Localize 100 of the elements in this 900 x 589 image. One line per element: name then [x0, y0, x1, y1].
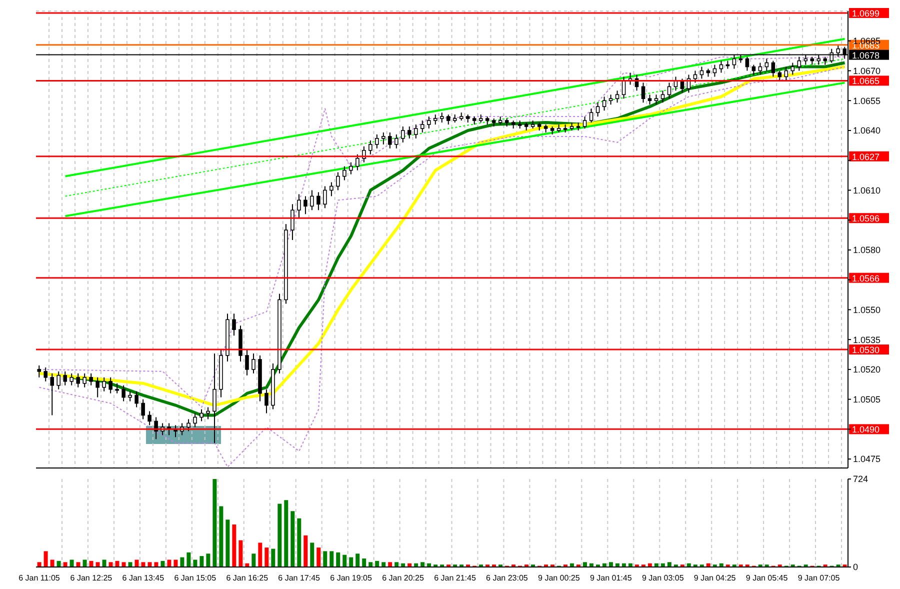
- ref-line-label: 1.0665: [852, 76, 880, 86]
- candlestick: [232, 313, 236, 336]
- candlestick: [693, 70, 698, 84]
- bar: [219, 506, 224, 567]
- bar: [278, 504, 282, 567]
- bar: [252, 554, 256, 567]
- candlestick: [186, 418, 190, 432]
- y-tick-label: 1.0535: [853, 334, 881, 345]
- candlestick: [394, 134, 398, 149]
- bar: [232, 524, 236, 567]
- candlestick: [764, 58, 769, 72]
- candlestick: [336, 172, 340, 191]
- candlestick: [76, 372, 80, 388]
- bar: [264, 548, 269, 567]
- candlestick: [193, 412, 197, 428]
- bar: [382, 562, 386, 567]
- bar: [375, 560, 380, 567]
- x-tick-label: 6 Jan 12:25: [70, 574, 113, 583]
- x-tick-label: 6 Jan 23:05: [486, 574, 528, 583]
- bar: [336, 552, 340, 567]
- bar: [128, 562, 132, 567]
- y-tick-label: 1.0520: [853, 364, 881, 375]
- line-series: [38, 66, 846, 468]
- x-tick-label: 9 Jan 07:05: [798, 574, 840, 583]
- bar: [238, 540, 243, 567]
- bar: [258, 542, 262, 567]
- candlestick: [790, 62, 795, 76]
- candlestick: [407, 126, 412, 139]
- candlestick: [440, 112, 444, 124]
- candlestick: [778, 70, 782, 82]
- bar: [37, 562, 42, 567]
- y-tick-label: 0: [853, 562, 858, 572]
- x-tick-label: 9 Jan 03:05: [642, 574, 684, 583]
- y-tick-label: 724: [853, 474, 868, 484]
- y-tick-label: 1.0655: [853, 96, 881, 106]
- candlestick: [37, 364, 42, 378]
- bar: [134, 560, 139, 567]
- candlestick: [641, 82, 646, 104]
- bar: [148, 562, 152, 567]
- candlestick: [290, 204, 294, 240]
- bar: [388, 562, 392, 567]
- candlestick: [414, 124, 418, 139]
- candlestick: [102, 376, 106, 392]
- bar: [167, 560, 172, 567]
- y-tick-label: 1.0610: [853, 185, 881, 196]
- bar: [160, 560, 165, 567]
- bar: [349, 557, 354, 567]
- candlestick: [264, 388, 268, 414]
- candlestick: [50, 372, 54, 416]
- candlestick: [602, 96, 606, 112]
- bar: [50, 560, 54, 567]
- bar: [96, 562, 100, 567]
- bar: [154, 562, 158, 567]
- bar: [297, 518, 302, 567]
- bar: [271, 548, 276, 567]
- candlestick: [323, 186, 327, 209]
- candlestick: [316, 192, 320, 211]
- candlestick: [56, 370, 61, 390]
- candlestick: [388, 132, 392, 149]
- candlestick: [89, 372, 93, 386]
- bar: [44, 551, 48, 567]
- bar: [368, 562, 373, 567]
- ref-line-label: 1.0530: [852, 345, 880, 356]
- bar: [356, 554, 360, 567]
- bar: [108, 562, 113, 567]
- bar: [186, 552, 191, 567]
- candlestick: [608, 94, 613, 106]
- candlestick: [330, 182, 334, 197]
- candlestick: [82, 372, 86, 388]
- candlestick: [245, 349, 249, 376]
- bar: [323, 551, 328, 567]
- x-tick-label: 6 Jan 16:25: [226, 574, 269, 583]
- candlestick: [148, 410, 152, 426]
- y-tick-label: 1.0580: [853, 245, 881, 256]
- candlestick: [712, 64, 717, 78]
- ref-line-label: 1.0566: [852, 273, 880, 284]
- candlestick: [596, 102, 600, 118]
- bar: [420, 562, 425, 567]
- bar: [141, 562, 146, 567]
- candlestick: [141, 398, 145, 420]
- candlestick: [667, 82, 672, 100]
- x-tick-label: 6 Jan 15:05: [174, 574, 217, 583]
- candlestick: [589, 108, 594, 124]
- bar: [122, 562, 126, 567]
- bar: [102, 560, 106, 567]
- candlestick: [615, 90, 620, 104]
- bar: [193, 560, 198, 567]
- y-tick-label: 1.0640: [853, 126, 881, 136]
- candlestick: [115, 382, 119, 394]
- ref-line-label: 1.0627: [852, 152, 880, 162]
- candlestick: [70, 372, 74, 386]
- candlestick: [752, 64, 756, 76]
- bar: [582, 562, 587, 567]
- bar: [200, 556, 204, 567]
- bar: [310, 542, 314, 567]
- candlestick: [297, 194, 301, 219]
- x-tick-label: 9 Jan 04:25: [694, 574, 736, 583]
- bar: [63, 562, 68, 567]
- candlestick: [252, 353, 256, 374]
- candlestick: [420, 120, 424, 133]
